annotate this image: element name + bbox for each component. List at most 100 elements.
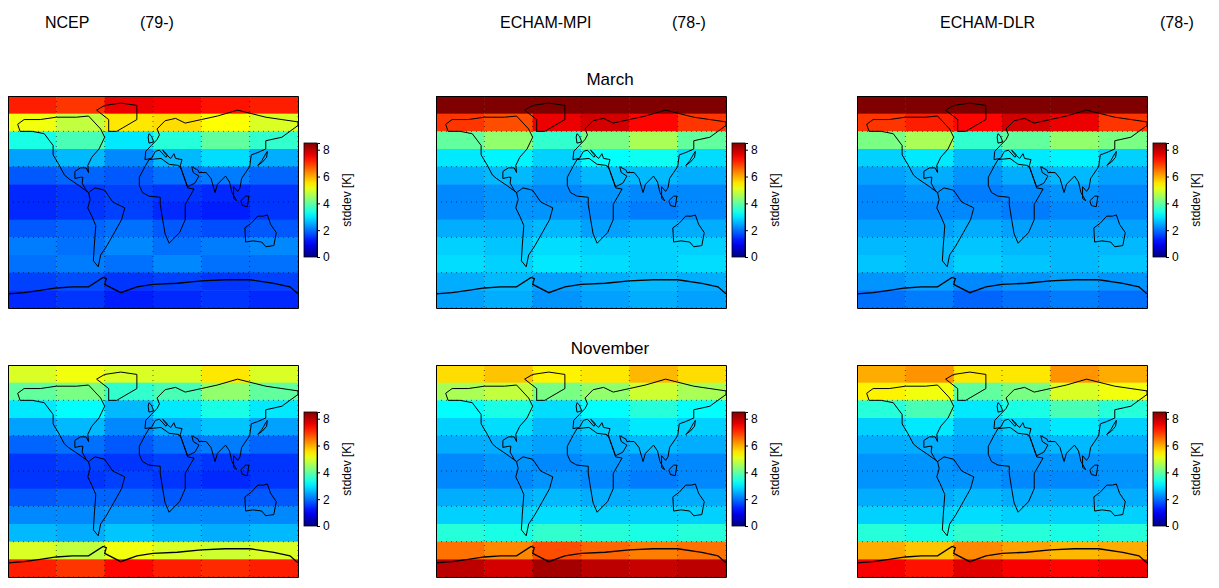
map-panel: 02468stddev [K]: [857, 365, 1203, 578]
heat-cell: [629, 114, 678, 132]
heat-cell: [905, 400, 954, 418]
heat-cell: [201, 114, 250, 132]
colorbar-axis-line: [318, 144, 321, 258]
plot-frame: [437, 365, 727, 366]
grid-line: [436, 400, 726, 401]
tick: 2: [745, 493, 758, 507]
plot-frame: [1147, 97, 1148, 309]
heat-cell: [678, 290, 726, 308]
heat-cell: [484, 273, 533, 291]
coastline: [18, 116, 105, 193]
grid-line: [8, 237, 298, 238]
heat-cell: [678, 365, 726, 383]
tick: 6: [745, 170, 758, 184]
grid-line: [905, 96, 906, 308]
heat-cell: [581, 524, 630, 542]
colorbar-label: stddev [K]: [340, 173, 354, 226]
axis: [8, 366, 10, 578]
axis: [298, 97, 299, 309]
heat-cell: [581, 290, 630, 308]
grid-line: [532, 96, 533, 308]
heat-cell: [1050, 220, 1099, 238]
axis: [437, 365, 727, 366]
heat-cell: [533, 202, 582, 220]
heat-cell: [105, 436, 154, 454]
heat-cell: [105, 365, 154, 383]
heat-cell: [484, 471, 533, 489]
colorbar-axis: 02468: [745, 412, 758, 533]
tick: 0: [317, 250, 330, 264]
heat-cell: [56, 559, 105, 577]
grid-line: [436, 131, 726, 132]
coastline: [97, 372, 137, 400]
tick-label: 0: [751, 250, 758, 264]
map-panel: 02468stddev [K]: [436, 365, 782, 578]
coastline: [516, 457, 553, 536]
heat-cell: [1050, 237, 1099, 255]
coastline: [145, 110, 298, 201]
grid-line: [249, 96, 250, 308]
heat-cell: [153, 506, 202, 524]
heat-cell: [905, 255, 954, 273]
tick-label: 6: [751, 439, 758, 453]
heat-cell: [954, 559, 1003, 577]
plot-frame: [9, 308, 299, 309]
heat-cell: [105, 167, 154, 185]
heat-cell: [250, 506, 298, 524]
coastline: [573, 110, 726, 201]
tick: 4: [317, 197, 330, 211]
colorbar-fill: [304, 412, 317, 526]
heat-cell: [105, 471, 154, 489]
heat-cell: [678, 524, 726, 542]
heat-cell: [533, 383, 582, 401]
heat-cell: [250, 524, 298, 542]
grid-line: [532, 365, 533, 577]
heat-cell: [1050, 114, 1099, 132]
colorbar-frame: [1153, 412, 1166, 526]
heat-cell: [105, 114, 154, 132]
axis: [1147, 97, 1148, 309]
heat-cell: [678, 418, 726, 436]
axis: [8, 97, 10, 309]
plot-frame: [858, 308, 1148, 309]
heat-cell: [1002, 167, 1051, 185]
heat-cell: [857, 383, 906, 401]
column-title: ECHAM-DLR: [940, 14, 1035, 31]
heat-cell: [201, 383, 250, 401]
coastline: [994, 379, 1147, 470]
tick-label: 0: [1172, 519, 1179, 533]
colorbar-axis-line: [1167, 413, 1170, 527]
heat-cell: [1099, 400, 1147, 418]
plot-frame: [437, 96, 727, 97]
tick: 2: [317, 224, 330, 238]
grid-line: [8, 96, 298, 97]
grid-line: [56, 96, 57, 308]
colorbar-label: stddev [K]: [768, 442, 782, 495]
heat-cell: [954, 489, 1003, 507]
heat-cell: [8, 149, 57, 167]
heat-cell: [954, 220, 1003, 238]
heat-cell: [954, 131, 1003, 149]
heat-cell: [857, 418, 906, 436]
heat-cell: [484, 149, 533, 167]
tick: 8: [1166, 412, 1179, 426]
heat-cell: [484, 167, 533, 185]
heat-cell: [629, 290, 678, 308]
grid-line: [905, 365, 906, 577]
heat-cell: [8, 471, 57, 489]
tick-label: 6: [1172, 170, 1179, 184]
heat-cell: [8, 202, 57, 220]
tick-label: 8: [751, 143, 758, 157]
tick-label: 4: [751, 466, 758, 480]
colorbar-axis: 02468: [1166, 412, 1179, 533]
tick: 6: [317, 170, 330, 184]
colorbar-axis-line: [318, 413, 321, 527]
heat-cell: [8, 237, 57, 255]
axis: [437, 96, 727, 97]
heat-cell: [105, 524, 154, 542]
tick-label: 0: [323, 250, 330, 264]
heat-cell: [1050, 273, 1099, 291]
heat-cell: [905, 418, 954, 436]
heat-cell: [1099, 255, 1147, 273]
grid-line: [726, 365, 727, 577]
